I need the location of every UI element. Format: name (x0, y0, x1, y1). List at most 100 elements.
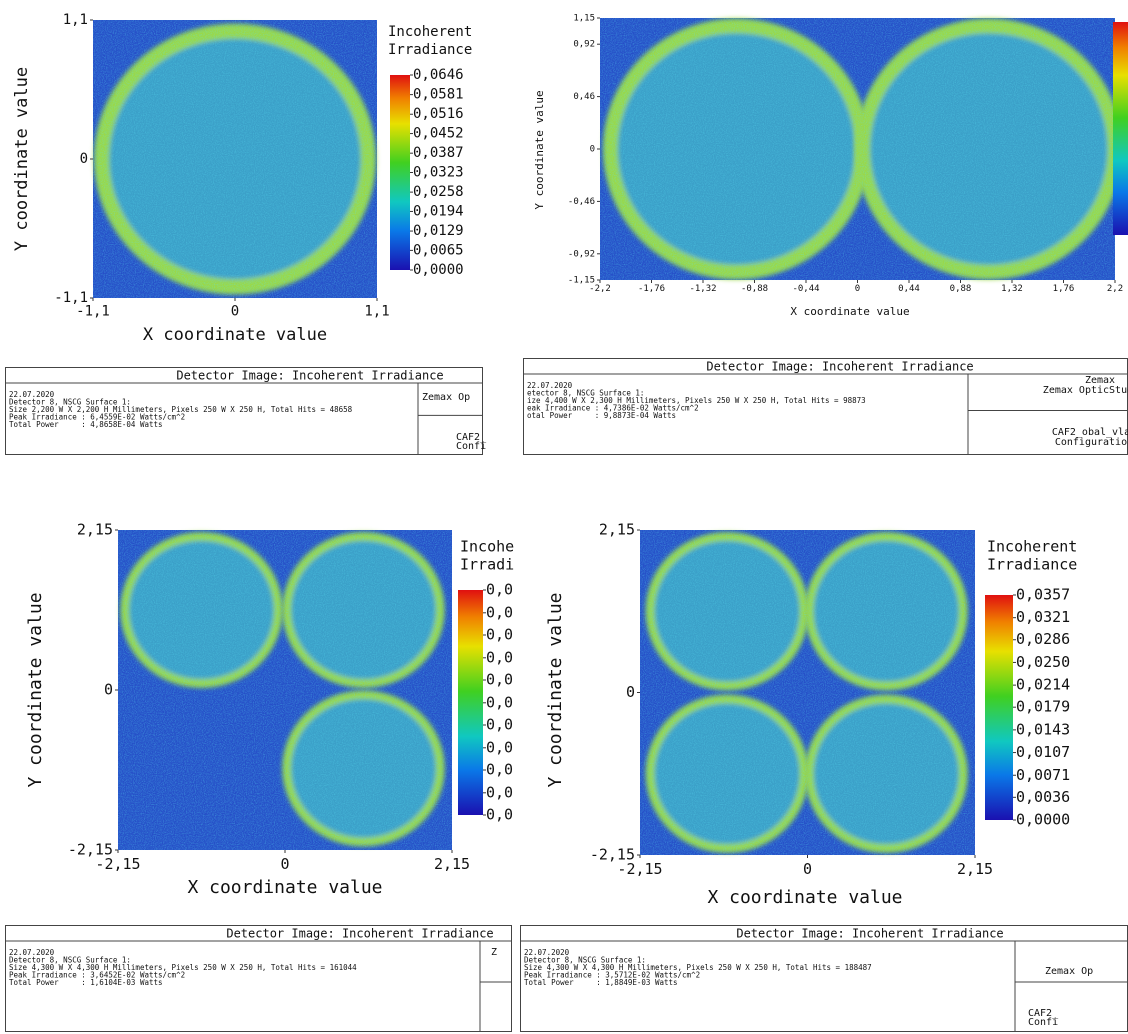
report-line: 22.07.2020 (9, 948, 55, 957)
x-tick-label: -2,15 (95, 855, 140, 873)
report-box (5, 367, 483, 455)
y-tick-label: 2,15 (599, 521, 635, 539)
report-line: Total Power : 4,8658E-04 Watts (9, 420, 163, 429)
x-tick-label: 0 (803, 860, 812, 878)
colorbar-tick-label: 0,0357 (1016, 586, 1070, 604)
colorbar-tick-label: 0,0 (486, 671, 513, 689)
colorbar-tick-label: 0,0250 (1016, 653, 1070, 671)
y-axis-label: Y coordinate value (545, 592, 566, 787)
colorbar-tick-label: 0,0214 (1016, 676, 1070, 694)
colorbar-tick-label: 0,0516 (413, 106, 464, 122)
x-tick-label: -1,1 (76, 303, 110, 319)
colorbar-tick-label: 0,0179 (1016, 698, 1070, 716)
report-side-text: Z (491, 947, 497, 958)
colorbar-tick-label: 0,0258 (413, 184, 464, 200)
report-line: Detector 8, NSCG Surface 1: (9, 956, 131, 965)
colorbar-tick-label: 0,0 (486, 738, 513, 756)
colorbar-tick-label: 0,0 (486, 626, 513, 644)
heatmap-noise (600, 18, 1115, 280)
y-tick-label: 0 (590, 145, 595, 155)
report-box (520, 925, 1128, 1032)
x-tick-label: -0,88 (741, 284, 768, 294)
colorbar-title: Incoherent (987, 538, 1077, 556)
report-side-text: Confi (456, 441, 486, 452)
colorbar-tick-label: 0,0646 (413, 67, 464, 83)
x-tick-label: 2,2 (1107, 284, 1123, 294)
colorbar-tick-label: 0,0323 (413, 165, 464, 181)
colorbar (390, 75, 410, 270)
y-tick-label: -1,15 (568, 276, 595, 286)
x-tick-label: 1,1 (364, 303, 389, 319)
colorbar-tick-label: 0,0000 (1016, 811, 1070, 829)
colorbar-title: Irradiance (987, 556, 1077, 574)
colorbar-tick-label: 0,0 (486, 761, 513, 779)
x-tick-label: -2,15 (617, 860, 662, 878)
colorbar-title: Incohe (460, 538, 514, 556)
y-axis-label: Y coordinate value (25, 592, 46, 787)
report-title: Detector Image: Incoherent Irradiance (226, 927, 493, 941)
report-line: Detector 8, NSCG Surface 1: (9, 398, 131, 407)
report-line: Peak Irradiance : 6,4559E-02 Watts/cm^2 (9, 413, 185, 422)
report-side-text: CAF2_ (456, 432, 487, 443)
report-line: Peak Irradiance : 3,6452E-02 Watts/cm^2 (9, 971, 185, 980)
report-line: otal Power : 9,8873E-04 Watts (527, 411, 676, 420)
colorbar (985, 595, 1013, 820)
colorbar-tick-label: 0,0387 (413, 145, 464, 161)
x-tick-label: 2,15 (957, 860, 993, 878)
colorbar (458, 590, 483, 815)
colorbar-tick-label: 0,0 (486, 693, 513, 711)
colorbar-tick-label: 0,0143 (1016, 720, 1070, 738)
x-axis-label: X coordinate value (707, 887, 902, 908)
colorbar-tick-label: 0,0 (486, 806, 513, 824)
report-line: Size 4,300 W X 4,300 H Millimeters, Pixe… (524, 963, 872, 972)
y-tick-label: 2,15 (77, 521, 113, 539)
colorbar-tick-label: 0,0000 (413, 262, 464, 278)
colorbar-tick-label: 0,0036 (1016, 788, 1070, 806)
colorbar-tick-label: 0,0194 (413, 203, 464, 219)
report-box (5, 925, 512, 1032)
colorbar-tick-label: 0,0 (486, 603, 513, 621)
colorbar-tick-label: 0,0 (486, 716, 513, 734)
colorbar-tick-label: 0,0065 (413, 242, 464, 258)
colorbar-title: Irradi (460, 556, 514, 574)
y-tick-label: -2,15 (68, 841, 113, 859)
report-line: eak Irradiance : 4,7386E-02 Watts/cm^2 (527, 404, 699, 413)
y-tick-label: 1,15 (573, 14, 595, 24)
y-tick-label: -0,46 (568, 197, 595, 207)
report-line: 22.07.2020 (9, 390, 55, 399)
heatmap-noise (93, 20, 377, 298)
heatmap-noise (640, 530, 975, 855)
report-side-text: Zemax (1085, 375, 1115, 386)
x-tick-label: -1,76 (638, 284, 665, 294)
report-side-text: Zemax OpticStudio 1 (1043, 385, 1128, 396)
report-line: etector 8, NSCG Surface 1: (527, 389, 644, 398)
colorbar-tick-label: 0,0129 (413, 223, 464, 239)
x-axis-label: X coordinate value (187, 877, 382, 898)
report-line: Total Power : 1,8849E-03 Watts (524, 978, 678, 987)
report-line: Size 4,300 W X 4,300 H Millimeters, Pixe… (9, 963, 357, 972)
y-tick-label: 0 (104, 681, 113, 699)
report-line: 22.07.2020 (527, 381, 573, 390)
x-tick-label: 0 (231, 303, 239, 319)
x-tick-label: 2,15 (434, 855, 470, 873)
x-tick-label: 0 (855, 284, 860, 294)
colorbar-tick-label: 0,0071 (1016, 766, 1070, 784)
x-tick-label: -1,32 (689, 284, 716, 294)
report-line: 22.07.2020 (524, 948, 570, 957)
report-side-text: Zemax Op (1045, 966, 1093, 977)
report-side-text: Confi (1028, 1017, 1058, 1028)
y-tick-label: 1,1 (63, 12, 88, 28)
x-tick-label: -0,44 (792, 284, 819, 294)
y-tick-label: -2,15 (590, 846, 635, 864)
report-line: ize 4,400 W X 2,300 H Millimeters, Pixel… (527, 396, 866, 405)
y-axis-label: Y coordinate value (533, 90, 546, 209)
x-tick-label: 0 (280, 855, 289, 873)
y-tick-label: 0 (80, 151, 88, 167)
x-tick-label: 0,44 (898, 284, 920, 294)
x-tick-label: 0,88 (950, 284, 972, 294)
x-axis-label: X coordinate value (790, 305, 909, 318)
x-tick-label: -2,2 (589, 284, 611, 294)
colorbar-title: Incoherent (388, 24, 472, 40)
colorbar-title: Irradiance (388, 42, 472, 58)
